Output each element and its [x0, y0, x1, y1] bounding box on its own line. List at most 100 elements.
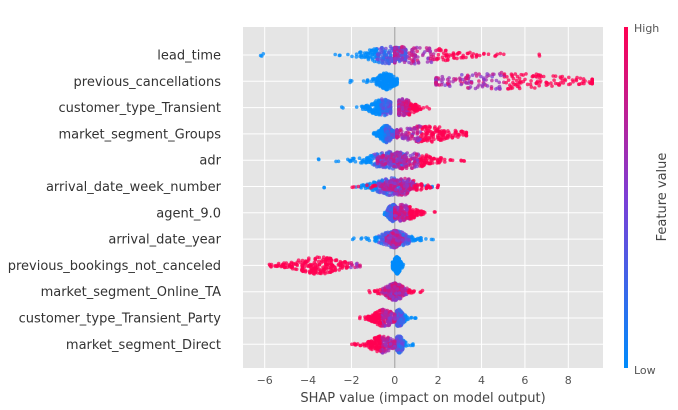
shap-point [411, 180, 415, 185]
shap-point [350, 263, 355, 267]
shap-point [517, 84, 521, 89]
shap-point [333, 52, 338, 57]
shap-point [406, 127, 411, 132]
shap-point [457, 133, 462, 137]
shap-point [373, 100, 377, 105]
shap-point [411, 152, 415, 157]
shap-point [360, 236, 364, 240]
shap-point [438, 156, 443, 160]
shap-point [590, 77, 594, 82]
shap-point [369, 318, 374, 323]
shap-point [428, 56, 433, 61]
shap-point [519, 72, 523, 77]
shap-point [381, 135, 385, 140]
shap-point [375, 57, 380, 62]
shap-point [408, 216, 413, 220]
shap-point [389, 56, 394, 60]
shap-point [385, 154, 390, 159]
shap-point [432, 156, 436, 161]
shap-point [395, 159, 399, 164]
shap-point [366, 236, 371, 241]
shap-point [383, 162, 388, 166]
shap-point [477, 79, 481, 83]
shap-point [390, 133, 394, 137]
shap-point [402, 60, 407, 64]
shap-point [512, 82, 516, 87]
shap-point [381, 56, 386, 60]
shap-point [429, 139, 434, 143]
shap-point [524, 72, 528, 76]
shap-point [447, 134, 451, 139]
shap-point [384, 130, 388, 134]
shap-point [567, 82, 571, 87]
shap-point [537, 83, 541, 88]
shap-point [392, 164, 396, 169]
shap-point [400, 102, 405, 107]
shap-point [370, 48, 375, 52]
shap-point [466, 86, 470, 90]
shap-point [415, 124, 419, 129]
shap-point [439, 78, 443, 82]
shap-point [322, 185, 327, 190]
shap-point [259, 54, 264, 58]
shap-point [518, 79, 523, 84]
shap-point [441, 57, 446, 62]
shap-point [399, 320, 404, 324]
shap-point [363, 105, 367, 109]
shap-point [386, 58, 390, 63]
shap-point [356, 184, 361, 189]
shap-point [421, 163, 426, 168]
shap-point [432, 57, 436, 62]
shap-point [470, 55, 475, 59]
shap-point [385, 285, 390, 289]
shap-point [402, 218, 406, 223]
shap-point [464, 81, 469, 85]
shap-point [437, 125, 442, 129]
shap-point [528, 82, 533, 87]
shap-point [397, 48, 402, 53]
shap-point [455, 52, 460, 56]
shap-point [369, 159, 373, 164]
shap-point [378, 287, 382, 292]
shap-point [581, 77, 586, 81]
shap-point [396, 239, 401, 243]
shap-point [418, 290, 423, 295]
shap-point [427, 126, 432, 130]
shap-point [400, 50, 404, 54]
shap-point [381, 106, 386, 110]
shap-point [387, 72, 392, 76]
shap-point [336, 159, 341, 164]
shap-point [380, 109, 385, 114]
shap-point [541, 74, 546, 79]
shap-point [378, 184, 383, 189]
shap-point [412, 126, 417, 131]
shap-point [376, 159, 380, 164]
shap-point [397, 282, 402, 287]
shap-point [394, 258, 398, 263]
shap-point [395, 309, 399, 313]
shap-point [574, 78, 579, 83]
shap-point [498, 86, 502, 91]
shap-point [375, 52, 380, 57]
shap-point [391, 178, 395, 182]
shap-point [395, 134, 399, 139]
shap-point [464, 55, 468, 60]
shap-point [537, 54, 542, 58]
shap-point [410, 52, 414, 57]
shap-point [493, 54, 498, 58]
shap-point [331, 263, 335, 268]
shap-point [415, 184, 420, 188]
shap-point [390, 74, 394, 78]
shap-point [382, 191, 386, 195]
shap-point [490, 78, 494, 83]
shap-point [405, 206, 409, 211]
shap-point [415, 49, 420, 53]
shap-point [289, 265, 294, 270]
shap-point [400, 97, 405, 101]
shap-point [383, 113, 387, 118]
shap-point [538, 79, 543, 83]
shap-point [406, 317, 411, 321]
shap-point [475, 85, 480, 89]
shap-point [303, 259, 308, 263]
shap-point [427, 136, 431, 140]
